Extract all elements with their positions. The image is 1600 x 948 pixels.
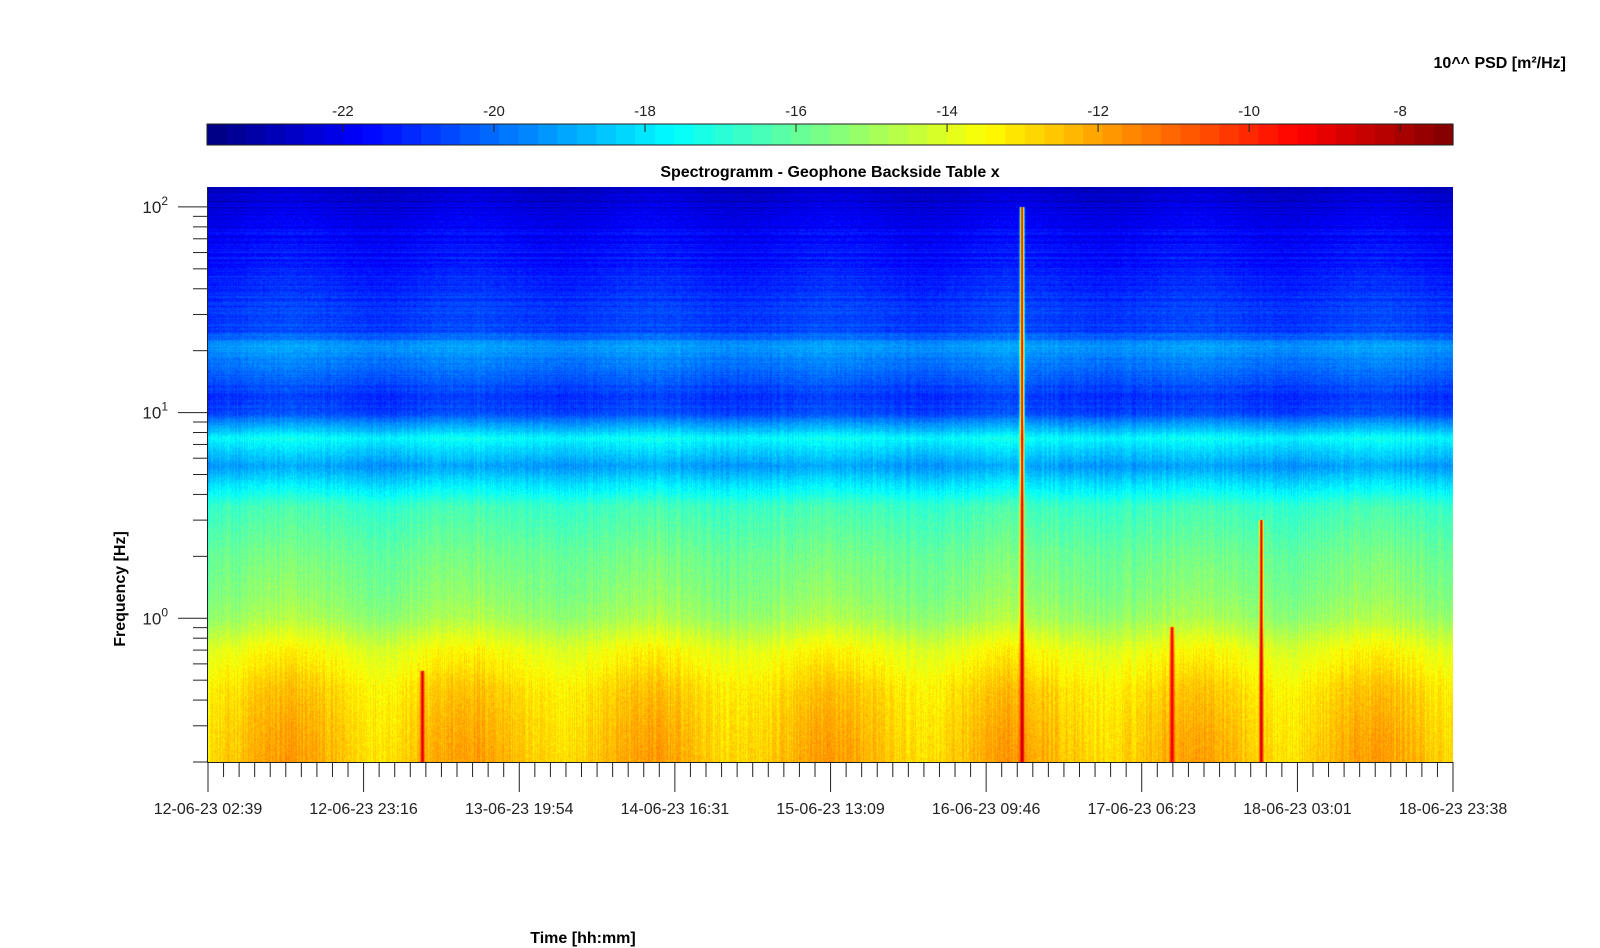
x-axis-label: Time [hh:mm] xyxy=(530,930,635,947)
colorbar-cell xyxy=(207,124,228,145)
chart-title: Spectrogramm - Geophone Backside Table x xyxy=(660,164,999,181)
colorbar-cell xyxy=(946,124,967,145)
colorbar-tick-label: -14 xyxy=(936,103,958,120)
x-tick-label: 18-06-23 03:01 xyxy=(1243,801,1352,818)
colorbar-cell xyxy=(537,124,559,145)
colorbar-tick-label: -10 xyxy=(1238,103,1260,120)
y-axis: 102 101 100 xyxy=(142,194,208,763)
colorbar-cell xyxy=(460,124,481,145)
colorbar-cell xyxy=(401,124,422,145)
colorbar-cell xyxy=(1414,124,1435,145)
x-tick-label: 13-06-23 19:54 xyxy=(465,801,574,818)
y-tick-label: 101 xyxy=(142,400,168,423)
colorbar-cell xyxy=(1355,124,1376,145)
plot-area xyxy=(207,187,1453,763)
colorbar-cell xyxy=(868,124,890,145)
colorbar-cell xyxy=(849,124,870,145)
x-tick-label: 17-06-23 06:23 xyxy=(1087,801,1196,818)
colorbar-ticks: -22 -20 -18 -16 -14 -12 -10 -8 xyxy=(332,103,1407,132)
colorbar-cell xyxy=(732,124,753,145)
colorbar-cell xyxy=(1316,124,1337,145)
colorbar-cell xyxy=(1083,124,1104,145)
colorbar-cell xyxy=(752,124,773,145)
colorbar-cell xyxy=(654,124,675,145)
colorbar-tick-label: -16 xyxy=(785,103,807,120)
colorbar-cell xyxy=(1336,124,1357,145)
colorbar-cell xyxy=(635,124,656,145)
spectrogram-image xyxy=(208,187,1453,762)
colorbar-cell xyxy=(499,124,520,145)
colorbar-tick-label: -22 xyxy=(332,103,354,120)
colorbar-cell xyxy=(830,124,851,145)
colorbar-cell xyxy=(304,124,325,145)
colorbar-cell xyxy=(1122,124,1143,145)
x-tick-label: 18-06-23 23:38 xyxy=(1399,801,1508,818)
colorbar-cell xyxy=(343,124,364,145)
colorbar-cell xyxy=(713,124,734,145)
colorbar-cell xyxy=(557,124,578,145)
colorbar-cell xyxy=(245,124,267,145)
colorbar-label: 10^^ PSD [m²/Hz] xyxy=(1434,55,1566,72)
colorbar-cell xyxy=(1005,124,1026,145)
colorbar-cell xyxy=(1258,124,1279,145)
colorbar-cell xyxy=(615,124,636,145)
x-tick-label: 12-06-23 02:39 xyxy=(154,801,263,818)
colorbar-cell xyxy=(576,124,597,145)
colorbar-cell xyxy=(1394,124,1415,145)
colorbar-cell xyxy=(1102,124,1123,145)
colorbar-cell xyxy=(1238,124,1259,145)
colorbar-cell xyxy=(985,124,1006,145)
colorbar-cell xyxy=(1199,124,1220,145)
colorbar-cell xyxy=(479,124,500,145)
colorbar-cell xyxy=(771,124,792,145)
colorbar-cell xyxy=(1297,124,1318,145)
colorbar-cell xyxy=(1375,124,1396,145)
colorbar-cell xyxy=(1180,124,1201,145)
colorbar-cell xyxy=(362,124,383,145)
x-tick-label: 14-06-23 16:31 xyxy=(621,801,730,818)
colorbar-cell xyxy=(674,124,695,145)
colorbar-cell xyxy=(421,124,442,145)
y-tick-label: 100 xyxy=(142,605,168,628)
colorbar-tick-label: -12 xyxy=(1087,103,1109,120)
x-tick-label: 15-06-23 13:09 xyxy=(776,801,885,818)
colorbar-cell xyxy=(323,124,344,145)
colorbar: -22 -20 -18 -16 -14 -12 -10 -8 xyxy=(206,103,1454,146)
colorbar-cell xyxy=(1433,124,1454,145)
colorbar-frame xyxy=(206,123,1454,146)
colorbar-tick-label: -18 xyxy=(634,103,656,120)
colorbar-cell xyxy=(382,124,403,145)
y-axis-label: Frequency [Hz] xyxy=(112,531,129,647)
colorbar-cell xyxy=(927,124,948,145)
colorbar-cell xyxy=(1141,124,1162,145)
colorbar-cell xyxy=(1024,124,1045,145)
colorbar-cell xyxy=(1160,124,1182,145)
colorbar-cell xyxy=(226,124,247,145)
colorbar-cell xyxy=(284,124,305,145)
colorbar-cell xyxy=(693,124,714,145)
colorbar-cell xyxy=(518,124,539,145)
colorbar-tick-label: -8 xyxy=(1393,103,1406,120)
colorbar-cell xyxy=(265,124,286,145)
x-tick-label: 12-06-23 23:16 xyxy=(309,801,418,818)
colorbar-cell xyxy=(791,124,812,145)
x-axis: 12-06-23 02:39 12-06-23 23:16 13-06-23 19:… xyxy=(154,762,1508,818)
colorbar-gradient xyxy=(207,124,1454,145)
colorbar-tick-label: -20 xyxy=(483,103,505,120)
x-tick-label: 16-06-23 09:46 xyxy=(932,801,1041,818)
colorbar-cell xyxy=(596,124,617,145)
colorbar-cell xyxy=(966,124,987,145)
colorbar-cell xyxy=(1277,124,1298,145)
y-tick-label: 102 xyxy=(142,194,168,217)
colorbar-cell xyxy=(1044,124,1065,145)
colorbar-cell xyxy=(907,124,928,145)
colorbar-cell xyxy=(1219,124,1240,145)
colorbar-cell xyxy=(440,124,461,145)
colorbar-cell xyxy=(888,124,909,145)
colorbar-cell xyxy=(1063,124,1084,145)
colorbar-cell xyxy=(810,124,831,145)
